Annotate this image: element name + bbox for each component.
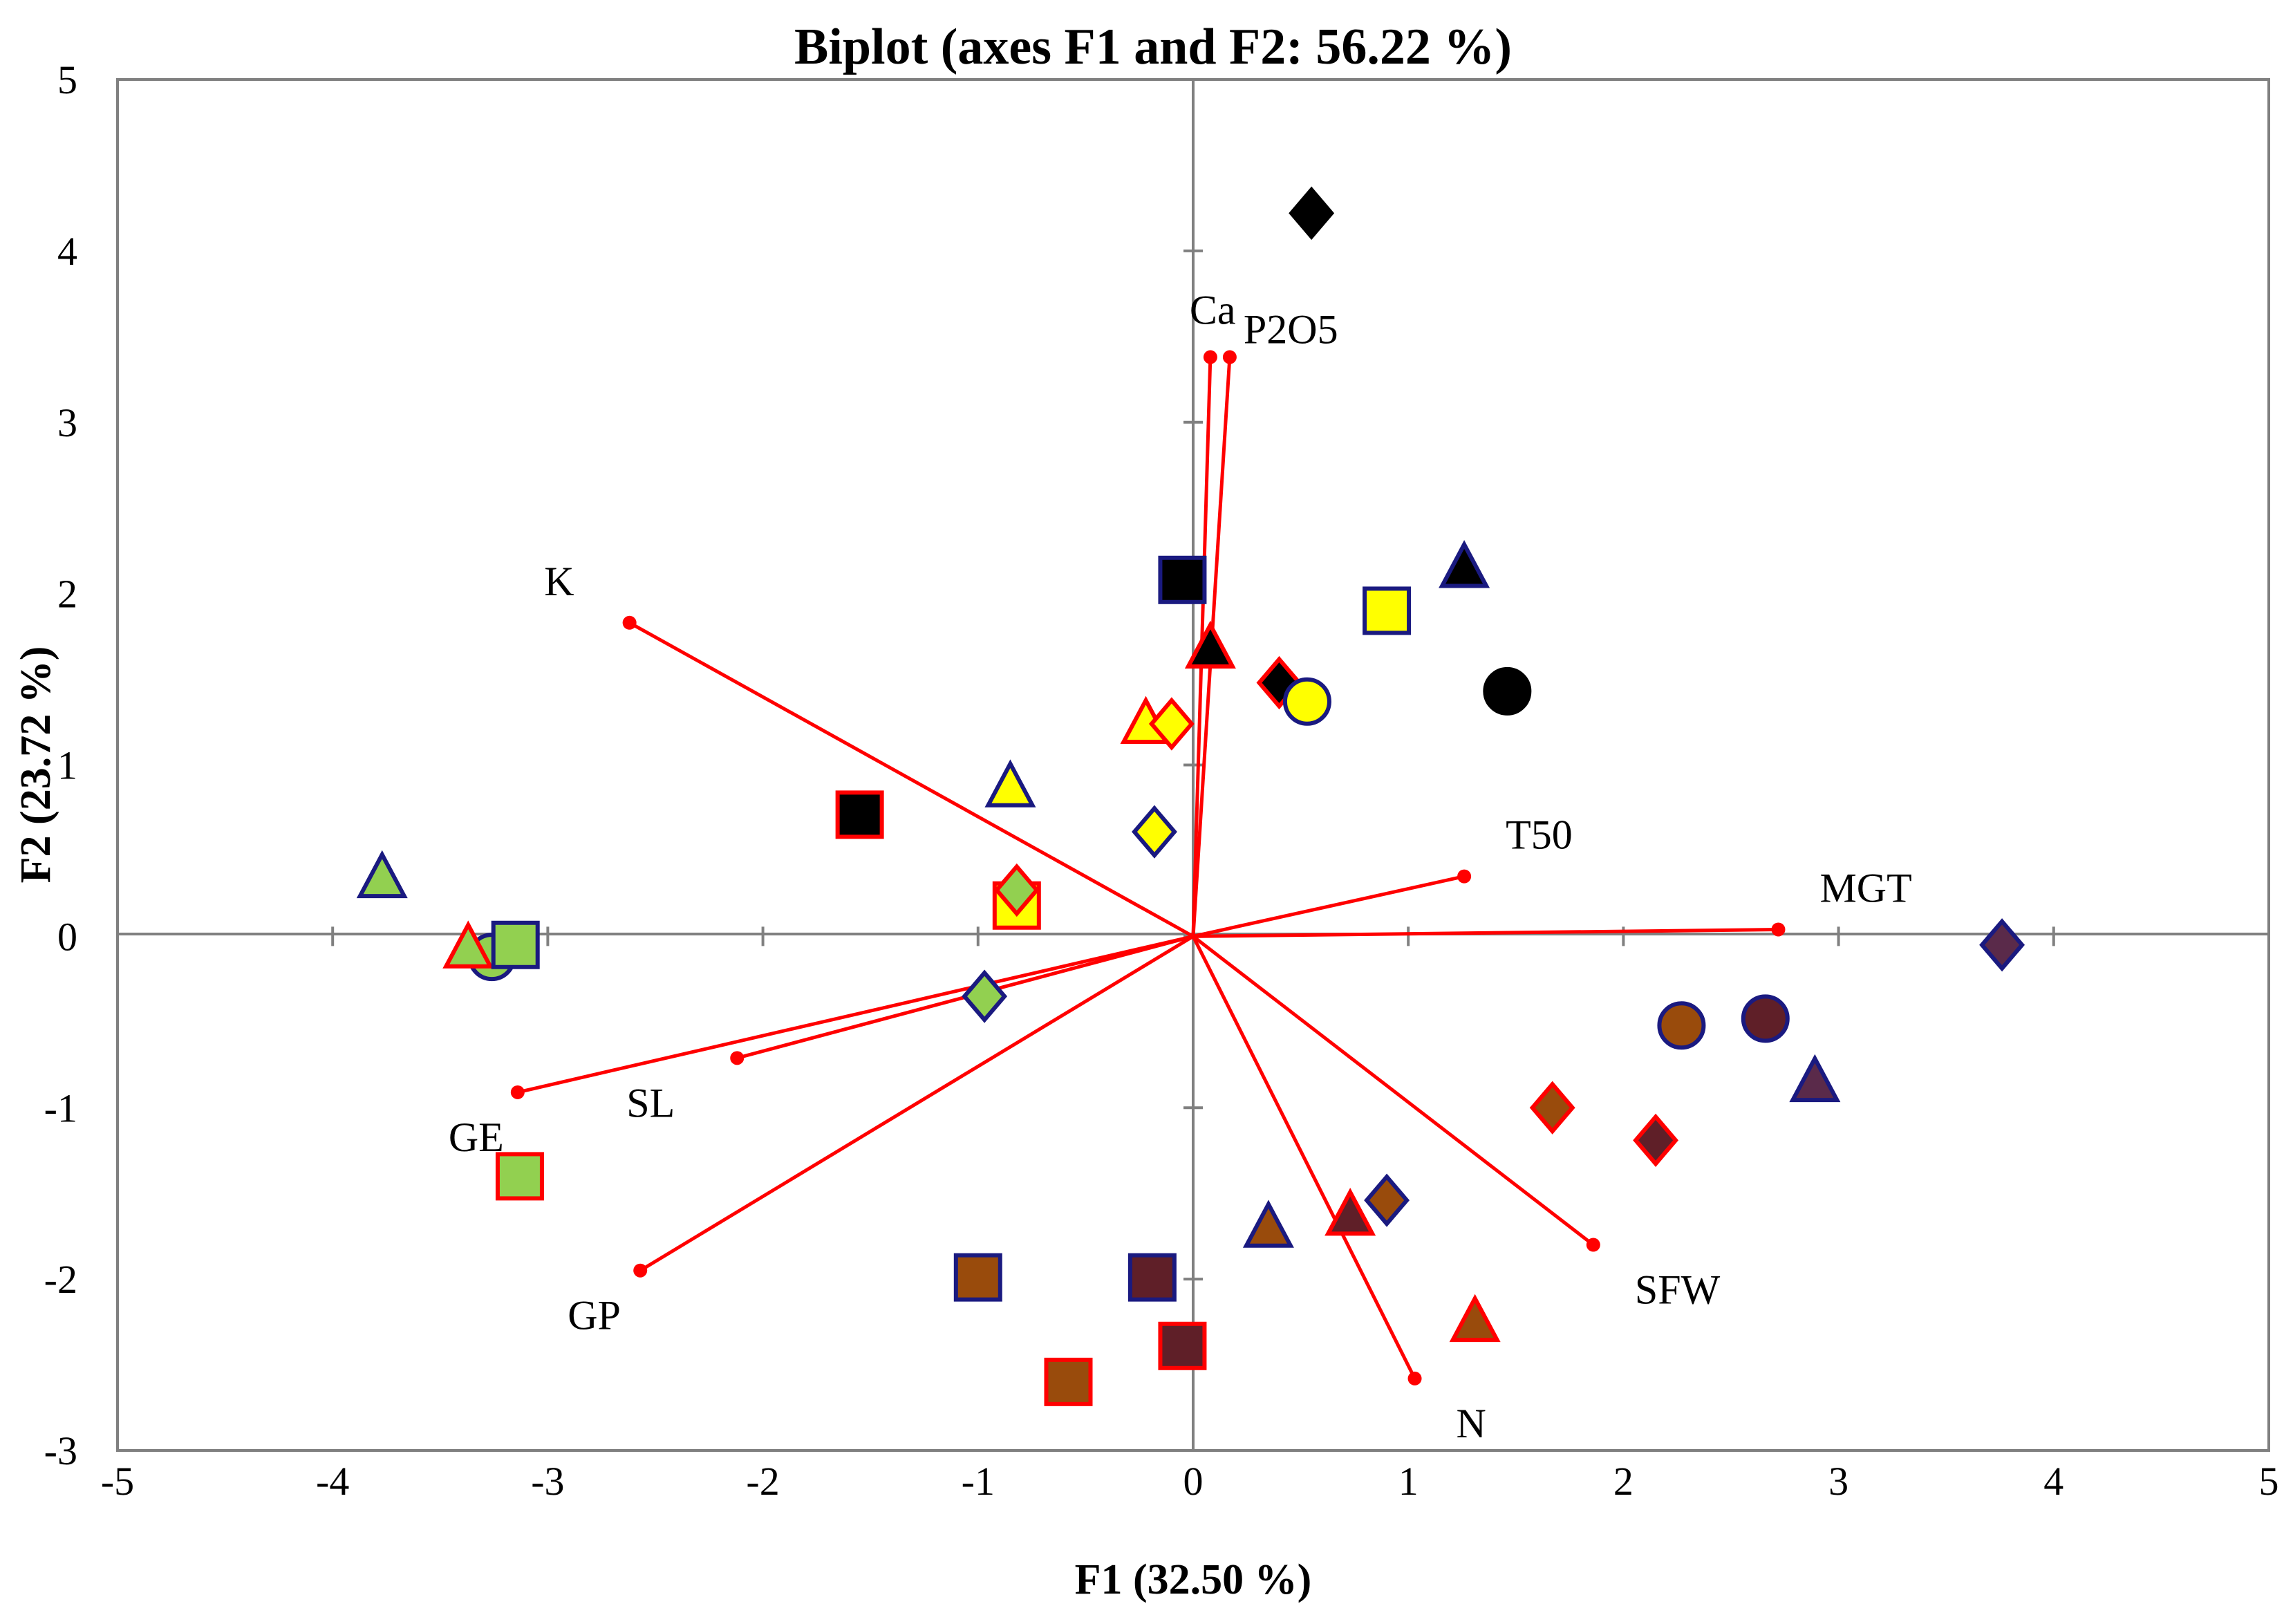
- vector-line-n: [1191, 935, 1416, 1380]
- x-tick-label: -4: [316, 1459, 349, 1504]
- y-tick-label: 3: [57, 400, 77, 445]
- vector-tip-gp: [633, 1263, 648, 1278]
- vector-label-t50: T50: [1506, 812, 1573, 858]
- data-point-square: [835, 790, 884, 839]
- vector-tip-sfw: [1586, 1238, 1600, 1252]
- y-tick-label: 1: [57, 743, 77, 788]
- data-point-circle: [1657, 1001, 1706, 1050]
- data-point-triangle: [1439, 540, 1490, 588]
- x-axis-ticks: -5 -4 -3 -2 -1 0 1 2 3 4 5: [101, 926, 2279, 1504]
- x-tick-label: 2: [1613, 1459, 1634, 1504]
- x-tick-label: 5: [2259, 1459, 2279, 1504]
- vector-label-mgt: MGT: [1819, 865, 1911, 911]
- data-point-triangle: [1242, 1200, 1294, 1248]
- y-tick-label: 2: [57, 572, 77, 617]
- data-point-triangle: [1449, 1294, 1501, 1343]
- y-tick-label: -3: [44, 1428, 77, 1473]
- y-tick-label: 4: [57, 229, 77, 274]
- data-point-circle: [1282, 677, 1331, 726]
- y-tick-label: 5: [57, 57, 77, 102]
- x-tick-label: -1: [962, 1459, 995, 1504]
- data-point-diamond: [1148, 697, 1195, 751]
- data-point-square: [491, 920, 540, 969]
- vector-label-gp: GP: [568, 1293, 621, 1338]
- data-point-square: [1158, 1321, 1207, 1370]
- vector-line-mgt: [1192, 927, 1779, 938]
- vector-tip-n: [1407, 1371, 1422, 1385]
- x-tick-label: -2: [746, 1459, 779, 1504]
- vector-label-sfw: SFW: [1635, 1267, 1721, 1313]
- data-point-triangle: [1184, 620, 1236, 669]
- data-point-triangle: [1324, 1188, 1376, 1236]
- vector-line-ge: [517, 934, 1194, 1094]
- data-point-square: [495, 1152, 544, 1201]
- x-tick-label: 1: [1398, 1459, 1419, 1504]
- x-tick-label: -3: [531, 1459, 564, 1504]
- data-point-triangle: [442, 920, 494, 969]
- y-tick-label: -2: [44, 1257, 77, 1302]
- data-point-square: [953, 1253, 1002, 1302]
- y-axis-title: F2 (23.72 %): [12, 646, 59, 884]
- data-point-circle: [1483, 666, 1532, 716]
- y-tick-label: 0: [57, 914, 77, 959]
- x-axis-title: F1 (32.50 %): [1075, 1556, 1312, 1603]
- data-point-diamond: [1364, 1173, 1410, 1227]
- vector-tip-p2o5: [1222, 350, 1237, 364]
- vector-tip-ge: [510, 1085, 525, 1099]
- data-point-diamond: [993, 863, 1040, 917]
- x-tick-label: 4: [2043, 1459, 2063, 1504]
- data-point-square: [1363, 586, 1412, 635]
- vector-tip-t50: [1457, 869, 1472, 884]
- chart-title: Biplot (axes F1 and F2: 56.22 %): [794, 19, 1512, 75]
- x-tick-label: 3: [1828, 1459, 1848, 1504]
- vector-line-k: [628, 621, 1195, 938]
- data-point-diamond: [1132, 805, 1177, 859]
- data-point-triangle: [356, 850, 408, 899]
- data-point-diamond: [962, 969, 1008, 1023]
- vector-tip-k: [622, 615, 637, 630]
- x-tick-label: 0: [1183, 1459, 1204, 1504]
- observation-points: [356, 186, 2025, 1406]
- vector-label-p2o5: P2O5: [1244, 307, 1338, 353]
- vector-tip-ca: [1203, 350, 1217, 364]
- data-point-triangle: [984, 759, 1036, 808]
- data-point-square: [1158, 555, 1207, 604]
- vector-label-k: K: [544, 559, 574, 604]
- vector-label-n: N: [1457, 1401, 1486, 1446]
- data-point-diamond: [1633, 1113, 1679, 1167]
- vector-line-sfw: [1192, 935, 1595, 1247]
- data-point-triangle: [1789, 1054, 1841, 1103]
- vector-label-sl: SL: [626, 1080, 675, 1126]
- vector-tip-mgt: [1771, 922, 1786, 937]
- vector-line-t50: [1192, 875, 1465, 938]
- data-point-square: [1127, 1253, 1177, 1302]
- vector-tip-sl: [730, 1051, 745, 1065]
- data-point-diamond: [1529, 1081, 1575, 1135]
- data-point-circle: [1741, 994, 1790, 1043]
- y-tick-label: -1: [44, 1085, 77, 1130]
- vector-label-ge: GE: [449, 1114, 504, 1160]
- data-point-square: [1044, 1357, 1093, 1406]
- x-tick-label: -5: [101, 1459, 134, 1504]
- loading-vectors: Ca P2O5 K T50 MGT SL GE GP SFW N: [449, 288, 1912, 1446]
- vector-line-gp: [639, 935, 1195, 1272]
- data-point-diamond: [1289, 186, 1335, 240]
- data-point-diamond: [1979, 918, 2025, 972]
- vector-label-ca: Ca: [1190, 288, 1236, 333]
